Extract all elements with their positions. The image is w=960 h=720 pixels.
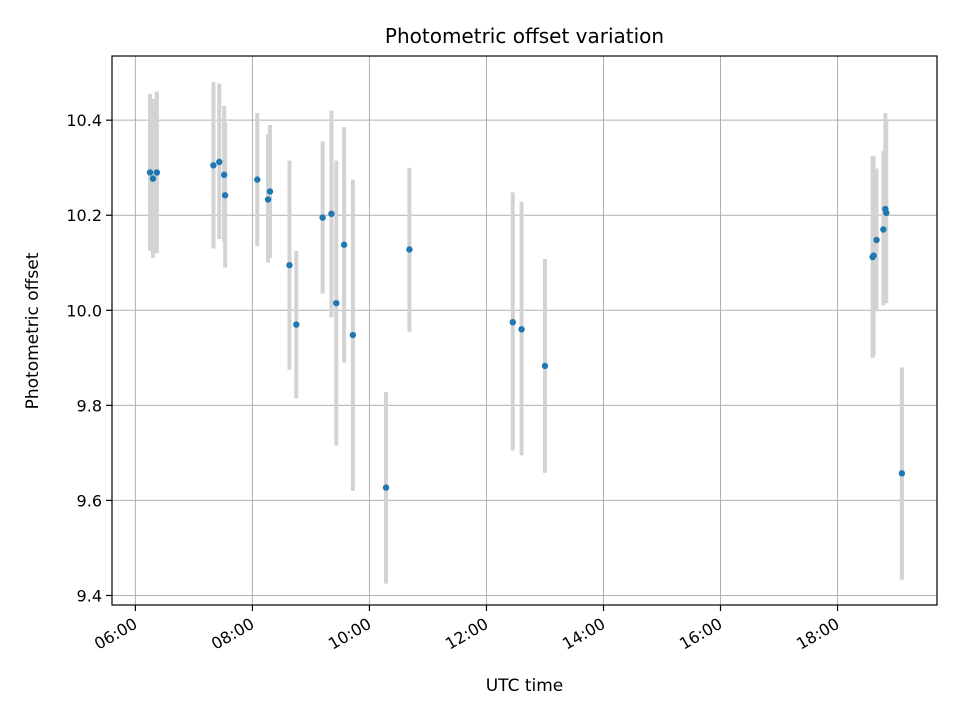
y-tick-label: 10.0 — [66, 301, 102, 320]
grid — [112, 56, 937, 605]
data-point — [406, 246, 413, 253]
data-point — [509, 318, 516, 326]
data-point — [286, 261, 293, 269]
data-point — [873, 236, 880, 244]
data-point — [149, 175, 157, 182]
data-point — [883, 209, 890, 217]
data-point — [898, 470, 906, 477]
data-point — [210, 162, 217, 169]
y-tick-label: 10.4 — [66, 111, 102, 130]
y-tick-label: 9.6 — [77, 491, 102, 510]
data-points — [146, 158, 906, 491]
data-point — [340, 241, 348, 248]
data-point — [880, 226, 887, 233]
data-point — [333, 299, 340, 307]
x-axis-label: UTC time — [486, 676, 564, 696]
data-point — [254, 176, 261, 183]
data-point — [221, 192, 229, 199]
y-axis-label: Photometric offset — [23, 252, 43, 409]
data-point — [382, 484, 390, 491]
data-point — [220, 171, 228, 179]
y-axis: 9.4 9.6 9.8 10.0 10.2 10.4 — [66, 111, 112, 605]
data-point — [264, 196, 272, 203]
data-point — [146, 169, 154, 176]
data-point — [541, 362, 549, 370]
data-point — [518, 326, 525, 333]
y-tick-label: 9.8 — [77, 396, 102, 415]
data-point — [328, 210, 335, 218]
chart-title: Photometric offset variation — [385, 24, 664, 48]
y-tick-label: 9.4 — [77, 586, 102, 605]
data-point — [319, 214, 326, 221]
data-point — [153, 169, 161, 176]
y-tick-label: 10.2 — [66, 206, 102, 225]
plot-frame — [111, 55, 938, 606]
data-point — [870, 252, 877, 259]
data-point — [293, 321, 300, 328]
data-point — [266, 188, 274, 195]
data-point — [216, 158, 223, 166]
data-point — [349, 331, 357, 339]
